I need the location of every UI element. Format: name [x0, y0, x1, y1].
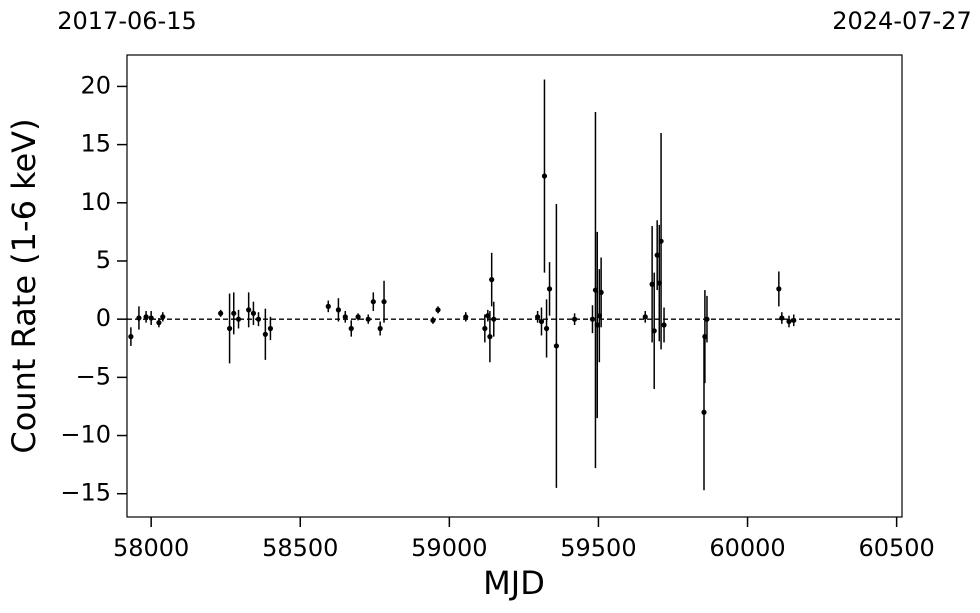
data-point [485, 313, 491, 319]
data-point [226, 325, 233, 332]
data-point [160, 314, 166, 320]
data-point [128, 334, 134, 340]
data-point [661, 322, 667, 328]
data-point [136, 315, 142, 321]
data-point [571, 316, 578, 322]
data-point [642, 314, 648, 320]
x-axis-label: MJD [483, 564, 545, 602]
data-point [538, 318, 545, 325]
data-point [231, 310, 237, 316]
data-point [589, 316, 596, 322]
data-point [541, 173, 548, 179]
x-tick-label: 58000 [113, 534, 189, 562]
data-point [654, 252, 660, 258]
y-tick-label: −15 [60, 479, 111, 507]
y-tick-label: 20 [80, 71, 111, 99]
data-point [491, 316, 497, 322]
data-point [487, 334, 493, 340]
top-tick-label: 2017-06-15 [57, 7, 196, 35]
data-point [246, 307, 252, 313]
y-tick-label: 0 [96, 304, 111, 332]
data-point [702, 334, 708, 340]
data-point [704, 316, 710, 322]
y-tick-label: −10 [60, 421, 111, 449]
data-point [543, 325, 550, 332]
data-point [701, 409, 707, 415]
data-point [355, 314, 361, 320]
y-axis-label: Count Rate (1-6 keV) [5, 118, 43, 453]
x-tick-label: 59500 [560, 534, 636, 562]
data-point [598, 289, 604, 296]
data-point [535, 314, 541, 320]
data-point [342, 314, 348, 320]
data-point [658, 238, 664, 244]
data-point [377, 325, 383, 332]
data-point [594, 322, 600, 328]
data-point [370, 299, 376, 305]
data-point [381, 299, 387, 305]
data-point [143, 314, 149, 320]
data-point [776, 286, 782, 292]
data-point [335, 307, 342, 313]
data-point [482, 325, 488, 332]
data-point [267, 325, 274, 332]
data-point [651, 328, 657, 334]
data-point [786, 318, 792, 325]
data-point [435, 307, 441, 313]
data-point [546, 286, 553, 292]
data-point [649, 281, 655, 287]
data-point [553, 343, 559, 349]
x-tick-label: 58500 [262, 534, 338, 562]
data-point [148, 315, 154, 321]
data-point [325, 303, 331, 309]
top-tick-label: 2024-07-27 [832, 7, 971, 35]
x-tick-label: 60000 [709, 534, 785, 562]
data-point [156, 320, 162, 326]
data-point [250, 310, 257, 316]
y-tick-label: 15 [80, 130, 111, 158]
data-point [489, 276, 495, 283]
data-point [791, 317, 797, 323]
data-point [463, 314, 469, 320]
data-point [430, 317, 436, 323]
y-tick-label: −5 [76, 362, 111, 390]
data-point [255, 316, 262, 322]
data-point [365, 316, 371, 322]
plot-frame [126, 54, 903, 518]
data-point [218, 310, 224, 316]
data-point [348, 325, 354, 332]
data-point [235, 316, 242, 322]
y-tick-label: 5 [96, 246, 111, 274]
x-tick-label: 59000 [411, 534, 487, 562]
data-point [262, 331, 268, 337]
y-tick-label: 10 [80, 188, 111, 216]
data-point [779, 315, 785, 321]
x-tick-label: 60500 [858, 534, 934, 562]
